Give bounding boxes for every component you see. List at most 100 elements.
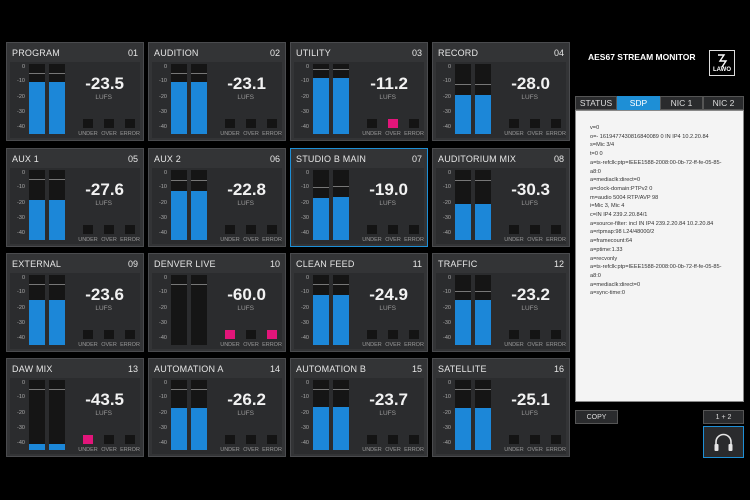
over-indicator-label: OVER — [527, 131, 543, 137]
meter-peak-marker — [455, 290, 471, 292]
lufs-value: -27.6 — [85, 180, 124, 199]
meter-peak-marker — [475, 290, 491, 292]
error-indicator-label: ERROR — [120, 447, 140, 453]
over-indicator — [388, 119, 398, 128]
lawo-logo: LAWO — [709, 50, 735, 76]
under-indicator — [225, 225, 235, 234]
lawo-logo-mark — [718, 54, 728, 68]
error-indicator — [267, 435, 277, 444]
meter-tile-name: AUTOMATION B — [296, 364, 367, 374]
meter-tile[interactable]: AUTOMATION A 14 0 -10 -20 -30 -40 -26.2 LUFS UNDE… — [148, 358, 286, 457]
meter-bar-left — [455, 275, 471, 345]
meter-bar-fill — [475, 203, 491, 240]
meter-bar-left — [29, 275, 45, 345]
app-title: AES67 STREAM MONITOR — [588, 52, 696, 62]
under-indicator-label: UNDER — [504, 237, 524, 243]
meter-tile[interactable]: AUDITORIUM MIX 08 0 -10 -20 -30 -40 -30.3 LUFS UN… — [432, 148, 570, 247]
meter-tile[interactable]: AUX 1 05 0 -10 -20 -30 -40 -27.6 LUFS UNDER OVER ER… — [6, 148, 144, 247]
meter-tile[interactable]: RECORD 04 0 -10 -20 -30 -40 -28.0 LUFS UNDER OVER E… — [432, 42, 570, 141]
meter-bar-right — [333, 275, 349, 345]
lufs-unit-label: LUFS — [237, 410, 254, 417]
meter-scale-label: -20 — [17, 305, 25, 311]
over-indicator-label: OVER — [527, 342, 543, 348]
meter-area: 0 -10 -20 -30 -40 -27.6 LUFS UNDER OVER ERROR — [10, 168, 140, 244]
meter-tile-name: RECORD — [438, 48, 479, 58]
copy-button[interactable]: COPY — [575, 410, 618, 424]
meter-bar-left — [29, 380, 45, 450]
under-indicator-label: UNDER — [362, 342, 382, 348]
channel-select-button[interactable]: 1 + 2 — [703, 410, 744, 424]
error-indicator — [409, 330, 419, 339]
meter-scale-label: -30 — [159, 109, 167, 115]
meter-scale-label: -10 — [301, 184, 309, 190]
tab-sdp[interactable]: SDP — [617, 96, 660, 110]
lufs-unit-label: LUFS — [521, 94, 538, 101]
meter-tile[interactable]: DENVER LIVE 10 0 -10 -20 -30 -40 -60.0 LUFS UNDER… — [148, 253, 286, 352]
meter-tile[interactable]: AUDITION 02 0 -10 -20 -30 -40 -23.1 LUFS UNDER OVE… — [148, 42, 286, 141]
meter-scale-label: -40 — [17, 230, 25, 236]
meter-scale-label: 0 — [305, 170, 309, 176]
meter-bar-fill — [191, 81, 207, 134]
meter-scale-label: -10 — [17, 78, 25, 84]
meter-tile-name: AUX 2 — [154, 154, 182, 164]
meter-tile-number: 10 — [269, 259, 280, 269]
meter-peak-marker — [171, 72, 187, 74]
sdp-text-panel[interactable]: v=0 o=- 1619477430816840089 0 IN IP4 10.2… — [575, 110, 744, 402]
meter-tile[interactable]: PROGRAM 01 0 -10 -20 -30 -40 -23.5 LUFS UNDER OVER… — [6, 42, 144, 141]
meter-peak-marker — [333, 68, 349, 70]
meter-tile[interactable]: UTILITY 03 0 -10 -20 -30 -40 -11.2 LUFS UNDER OVER… — [290, 42, 428, 141]
under-indicator — [509, 119, 519, 128]
meter-tile[interactable]: CLEAN FEED 11 0 -10 -20 -30 -40 -24.9 LUFS UNDER O… — [290, 253, 428, 352]
meter-scale-label: -40 — [301, 124, 309, 130]
meter-area: 0 -10 -20 -30 -40 -26.2 LUFS UNDER OVER ERROR — [152, 378, 282, 454]
over-indicator — [530, 330, 540, 339]
error-indicator — [551, 435, 561, 444]
meter-scale-label: -30 — [17, 215, 25, 221]
meter-peak-marker — [49, 178, 65, 180]
sdp-line: a=framecount:64 — [590, 238, 633, 245]
meter-tile[interactable]: STUDIO B MAIN 07 0 -10 -20 -30 -40 -19.0 LUFS UND… — [290, 148, 428, 247]
meter-tile[interactable]: SATELLITE 16 0 -10 -20 -30 -40 -25.1 LUFS UNDER OV… — [432, 358, 570, 457]
meter-scale-label: -40 — [159, 124, 167, 130]
over-indicator — [388, 225, 398, 234]
meter-tile-number: 01 — [127, 48, 138, 58]
meter-scale-label: -40 — [159, 440, 167, 446]
meter-scale-label: -10 — [301, 289, 309, 295]
error-indicator-label: ERROR — [546, 447, 566, 453]
meter-area: 0 -10 -20 -30 -40 -22.8 LUFS UNDER OVER ERROR — [152, 168, 282, 244]
tab-nic-1[interactable]: NIC 1 — [660, 96, 703, 110]
lufs-value: -22.8 — [227, 180, 266, 199]
meter-tile-name: DENVER LIVE — [154, 259, 216, 269]
lufs-value: -11.2 — [370, 74, 408, 93]
meter-scale-label: 0 — [163, 275, 167, 281]
meter-tile[interactable]: DAW MIX 13 0 -10 -20 -30 -40 -43.5 LUFS UNDER OVER… — [6, 358, 144, 457]
meter-tile[interactable]: AUTOMATION B 15 0 -10 -20 -30 -40 -23.7 LUFS UNDE… — [290, 358, 428, 457]
meter-bar-right — [333, 170, 349, 240]
meter-tile[interactable]: TRAFFIC 12 0 -10 -20 -30 -40 -23.2 LUFS UNDER OVER… — [432, 253, 570, 352]
meter-scale-label: -40 — [301, 230, 309, 236]
under-indicator-label: UNDER — [220, 342, 240, 348]
lufs-unit-label: LUFS — [95, 410, 112, 417]
meter-scale-label: 0 — [447, 64, 451, 70]
meter-scale-label: -10 — [17, 289, 25, 295]
under-indicator — [509, 435, 519, 444]
meter-bar-right — [475, 170, 491, 240]
meter-scale-label: 0 — [21, 170, 25, 176]
meter-tile[interactable]: EXTERNAL 09 0 -10 -20 -30 -40 -23.6 LUFS UNDER OVE… — [6, 253, 144, 352]
under-indicator-label: UNDER — [504, 131, 524, 137]
meter-scale-label: -20 — [17, 410, 25, 416]
meter-bar-fill — [191, 191, 207, 240]
headphones-button[interactable] — [703, 426, 744, 458]
meter-bar-left — [171, 275, 187, 345]
lufs-value: -19.0 — [369, 180, 408, 199]
under-indicator — [509, 330, 519, 339]
lufs-unit-label: LUFS — [237, 94, 254, 101]
tab-nic-2[interactable]: NIC 2 — [703, 96, 744, 110]
over-indicator — [530, 119, 540, 128]
lufs-value: -23.7 — [369, 390, 408, 409]
meter-bar-right — [191, 275, 207, 345]
under-indicator-label: UNDER — [362, 237, 382, 243]
meter-scale-label: -20 — [159, 305, 167, 311]
meter-tile[interactable]: AUX 2 06 0 -10 -20 -30 -40 -22.8 LUFS UNDER OVER ER… — [148, 148, 286, 247]
tab-status[interactable]: STATUS — [575, 96, 617, 110]
